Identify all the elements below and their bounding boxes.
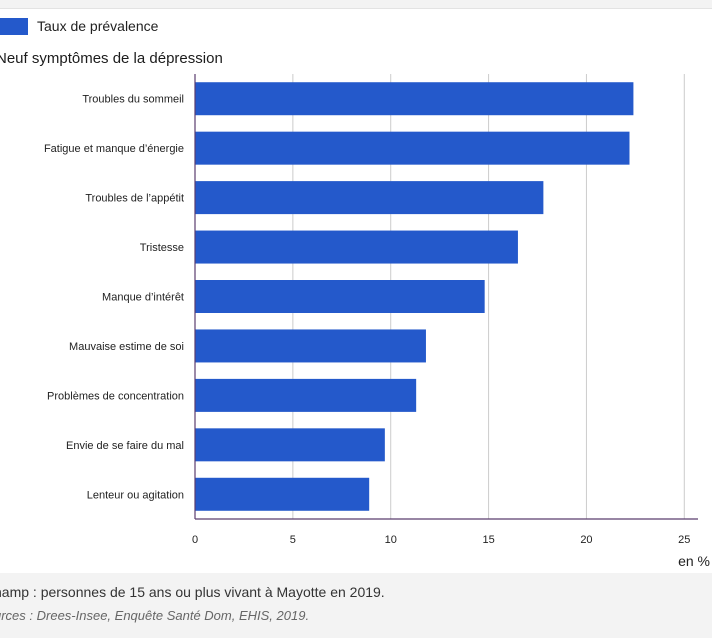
category-label: Troubles de l’appétit (85, 193, 184, 205)
bar (195, 82, 634, 116)
bar (195, 378, 417, 412)
footer-field-note: hamp : personnes de 15 ans ou plus vivan… (0, 584, 385, 600)
category-labels: Troubles du sommeil Fatigue et manque d’é… (44, 94, 184, 502)
bar (195, 131, 630, 165)
category-label: Tristesse (140, 242, 184, 254)
top-border (0, 0, 712, 9)
x-tick-label: 0 (192, 534, 198, 546)
x-tick-label: 20 (580, 534, 592, 546)
x-axis-ticks: 0 5 10 15 20 25 (192, 534, 690, 546)
category-label: Envie de se faire du mal (66, 440, 184, 452)
bar (195, 181, 544, 215)
footer: hamp : personnes de 15 ans ou plus vivan… (0, 573, 712, 638)
x-tick-label: 15 (482, 534, 494, 546)
bar (195, 280, 485, 313)
category-label: Problèmes de concentration (47, 390, 184, 402)
footer-sources: urces : Drees-Insee, Enquête Santé Dom, … (0, 608, 310, 623)
legend-swatch (0, 17, 28, 35)
bar (195, 329, 426, 363)
legend-label: Taux de prévalence (37, 18, 159, 34)
category-label: Fatigue et manque d’énergie (44, 143, 184, 155)
x-tick-label: 10 (385, 534, 397, 546)
x-tick-label: 5 (290, 534, 296, 546)
category-label: Lenteur ou agitation (87, 489, 184, 501)
bar-chart: Troubles du sommeil Fatigue et manque d’é… (44, 74, 710, 569)
chart-title: Neuf symptômes de la dépression (0, 50, 223, 67)
bar (195, 230, 518, 264)
x-axis-label: en % (678, 553, 710, 569)
category-label: Mauvaise estime de soi (69, 341, 184, 353)
bar (195, 477, 370, 511)
bar (195, 428, 385, 462)
bars (195, 82, 634, 511)
legend: Taux de prévalence (0, 16, 158, 36)
category-label: Troubles du sommeil (82, 94, 184, 106)
x-tick-label: 25 (678, 534, 690, 546)
category-label: Manque d’intérêt (102, 292, 184, 304)
